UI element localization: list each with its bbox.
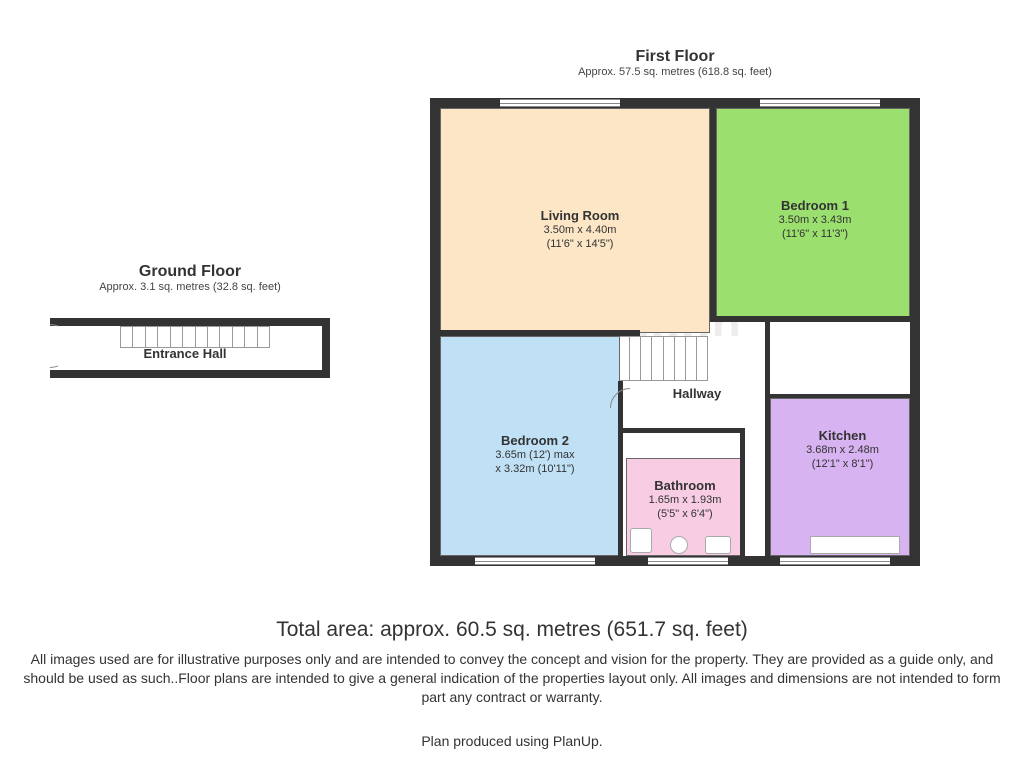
hallway-label: Hallway: [652, 386, 742, 402]
window-icon: [475, 557, 595, 565]
kitchen: [770, 398, 910, 556]
kitchen-label: Kitchen 3.68m x 2.48m (12'1" x 8'1"): [780, 428, 905, 472]
wall: [623, 428, 743, 433]
corridor: [770, 322, 910, 394]
ground-floor-plan: Entrance Hall: [50, 318, 330, 378]
wall: [50, 318, 330, 326]
wall: [710, 98, 716, 322]
ground-floor-subtitle: Approx. 3.1 sq. metres (32.8 sq. feet): [55, 281, 325, 293]
bedroom-1-label: Bedroom 1 3.50m x 3.43m (11'6" x 11'3"): [745, 198, 885, 242]
wall: [618, 381, 623, 566]
disclaimer-text: All images used are for illustrative pur…: [20, 650, 1004, 707]
total-area: Total area: approx. 60.5 sq. metres (651…: [0, 618, 1024, 642]
ground-floor-header: Ground Floor Approx. 3.1 sq. metres (32.…: [55, 263, 325, 293]
window-icon: [780, 557, 890, 565]
bathtub-icon: [630, 528, 652, 553]
first-floor-subtitle: Approx. 57.5 sq. metres (618.8 sq. feet): [430, 66, 920, 78]
wall: [740, 428, 745, 566]
wall: [50, 370, 330, 378]
stairs-icon: [618, 336, 708, 381]
bathroom-label: Bathroom 1.65m x 1.93m (5'5" x 6'4"): [630, 478, 740, 522]
first-floor-title: First Floor: [430, 48, 920, 66]
living-room-label: Living Room 3.50m x 4.40m (11'6" x 14'5"…: [510, 208, 650, 252]
window-icon: [760, 99, 880, 107]
toilet-icon: [670, 536, 688, 554]
window-icon: [500, 99, 620, 107]
stairs-icon: [120, 326, 270, 348]
sink-icon: [705, 536, 731, 554]
ground-floor-title: Ground Floor: [55, 263, 325, 281]
kitchen-sink-icon: [810, 536, 900, 554]
window-icon: [648, 557, 728, 565]
wall: [910, 98, 920, 566]
wall: [322, 318, 330, 378]
producer-text: Plan produced using PlanUp.: [20, 732, 1004, 751]
first-floor-header: First Floor Approx. 57.5 sq. metres (618…: [430, 48, 920, 78]
bedroom-2-label: Bedroom 2 3.65m (12') max x 3.32m (10'11…: [465, 433, 605, 477]
entrance-hall-label: Entrance Hall: [125, 346, 245, 362]
first-floor-plan: Loudon Living Room 3.50m x 4.40m (11'6" …: [430, 98, 920, 566]
